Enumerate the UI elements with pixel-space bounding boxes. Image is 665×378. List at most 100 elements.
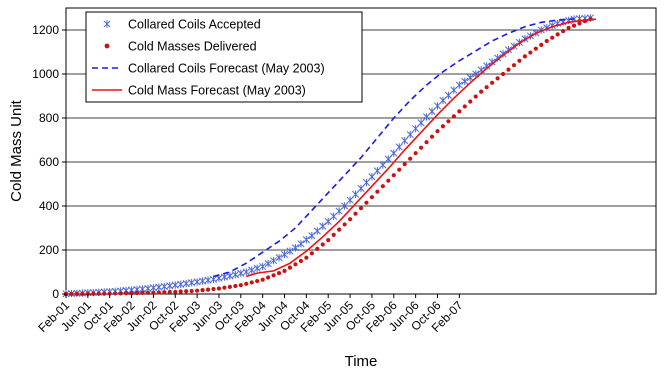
- data-point-cold-mass: [386, 178, 391, 183]
- data-point-cold-mass: [266, 275, 271, 280]
- data-point-cold-mass: [189, 288, 194, 294]
- data-point-collared-coil: [231, 270, 239, 279]
- legend: Collared Coils Accepted Cold Masses Deliv…: [85, 11, 363, 103]
- data-point-cold-mass: [134, 290, 140, 296]
- y-tick-label: 600: [39, 155, 59, 169]
- data-point-cold-mass: [276, 271, 282, 276]
- data-point-cold-mass: [424, 140, 429, 145]
- data-point-cold-mass: [123, 291, 129, 296]
- data-point-cold-mass: [539, 42, 544, 47]
- legend-label: Collared Coils Accepted: [128, 18, 261, 32]
- data-point-cold-mass: [113, 291, 118, 296]
- data-point-cold-mass: [571, 23, 577, 28]
- data-point-collared-coil: [395, 143, 403, 151]
- data-point-cold-mass: [69, 291, 74, 297]
- data-point-cold-mass: [118, 291, 123, 296]
- legend-entry: Cold Masses Delivered: [104, 40, 257, 54]
- data-point-cold-mass: [74, 291, 80, 296]
- series-collared-coils-forecast-may-2003: [213, 18, 575, 278]
- legend-entry: Cold Mass Forecast (May 2003): [92, 84, 306, 98]
- data-point-cold-mass: [238, 283, 243, 288]
- data-point-collared-coil: [417, 119, 425, 127]
- data-point-cold-mass: [205, 287, 211, 292]
- data-point-cold-mass: [85, 291, 90, 296]
- data-point-cold-mass: [522, 54, 527, 59]
- data-point-cold-mass: [413, 151, 418, 156]
- y-tick-label: 800: [39, 111, 59, 125]
- data-point-cold-mass: [337, 227, 342, 232]
- data-point-collared-coil: [204, 276, 212, 284]
- data-point-cold-mass: [500, 71, 506, 77]
- data-point-cold-mass: [184, 289, 189, 294]
- data-point-cold-mass: [195, 288, 200, 293]
- data-point-cold-mass: [479, 89, 484, 94]
- data-point-collared-coil: [461, 77, 469, 86]
- data-point-cold-mass: [391, 173, 396, 178]
- data-point-collared-coil: [308, 232, 316, 240]
- data-point-cold-mass: [129, 291, 134, 296]
- data-point-collared-coil: [346, 196, 354, 204]
- data-point-collared-coil: [149, 284, 157, 292]
- series-cold-masses-delivered: [63, 16, 593, 297]
- data-point-collared-coil: [177, 280, 185, 289]
- data-point-cold-mass: [561, 29, 566, 34]
- data-point-collared-coil: [242, 268, 250, 276]
- data-point-cold-mass: [260, 277, 265, 282]
- data-point-collared-coil: [275, 254, 283, 262]
- data-point-collared-coil: [248, 266, 256, 274]
- data-point-cold-mass: [358, 206, 364, 211]
- data-point-cold-mass: [227, 284, 232, 289]
- legend-label: Cold Mass Forecast (May 2003): [128, 84, 306, 98]
- data-point-collared-coil: [270, 256, 278, 265]
- data-point-cold-mass: [315, 246, 320, 251]
- data-point-cold-mass: [451, 114, 456, 119]
- data-point-collared-coil: [188, 279, 196, 287]
- data-point-collared-coil: [280, 250, 289, 259]
- data-point-cold-mass: [178, 289, 183, 294]
- data-point-cold-mass: [490, 80, 495, 85]
- data-point-collared-coil: [259, 262, 267, 271]
- data-point-cold-mass: [550, 35, 555, 40]
- data-point-collared-coil: [291, 244, 299, 252]
- data-point-cold-mass: [200, 288, 205, 293]
- x-axis-title: Time: [345, 353, 378, 370]
- data-point-cold-mass: [506, 67, 511, 72]
- data-point-cold-mass: [544, 38, 549, 44]
- series-cold-mass-forecast-may-2003: [246, 18, 596, 278]
- data-point-cold-mass: [107, 291, 112, 296]
- data-point-collared-coil: [226, 272, 234, 280]
- data-point-cold-mass: [151, 290, 156, 295]
- data-point-cold-mass: [309, 251, 314, 256]
- data-point-cold-mass: [402, 162, 407, 167]
- data-point-collared-coil: [302, 236, 310, 244]
- data-point-cold-mass: [577, 21, 582, 26]
- data-point-collared-coil: [455, 81, 463, 89]
- data-point-collared-coil: [286, 247, 294, 255]
- data-point-collared-coil: [182, 279, 190, 288]
- data-point-cold-mass: [533, 46, 538, 51]
- data-point-cold-mass: [298, 258, 304, 264]
- data-point-cold-mass: [233, 283, 238, 289]
- legend-label: Collared Coils Forecast (May 2003): [128, 62, 325, 76]
- data-point-cold-mass: [353, 211, 358, 216]
- data-point-cold-mass: [435, 129, 440, 134]
- data-point-cold-mass: [408, 156, 413, 161]
- data-point-cold-mass: [473, 94, 478, 99]
- data-point-cold-mass: [173, 289, 178, 294]
- legend-box: [85, 11, 363, 103]
- data-point-cold-mass: [162, 290, 167, 295]
- data-point-cold-mass: [397, 167, 402, 172]
- data-point-cold-mass: [320, 242, 325, 247]
- data-point-cold-mass: [167, 289, 172, 295]
- data-point-cold-mass: [102, 291, 107, 296]
- data-point-cold-mass: [244, 281, 249, 286]
- y-axis-title: Cold Mass Unit: [8, 99, 25, 202]
- data-point-collared-coil: [412, 124, 420, 133]
- y-tick-label: 200: [39, 243, 59, 257]
- data-point-cold-mass: [91, 291, 96, 296]
- data-point-collared-coil: [357, 184, 365, 193]
- legend-entry: Collared Coils Forecast (May 2003): [92, 62, 325, 76]
- data-point-cold-mass: [342, 222, 347, 227]
